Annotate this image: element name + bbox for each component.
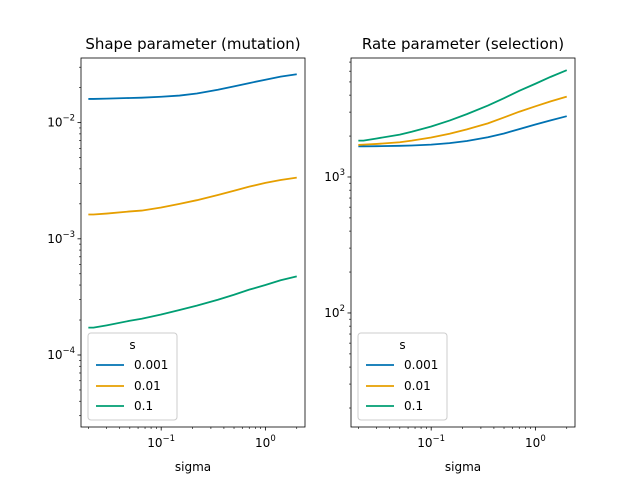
series-layer — [88, 73, 297, 329]
legend: s 0.001 0.01 0.1 — [87, 332, 178, 421]
legend-label-2: 0.1 — [404, 399, 423, 413]
chart-title: Shape parameter (mutation) — [85, 35, 300, 53]
x-tick-label: 100 — [525, 434, 546, 450]
y-tick-base: 10 — [47, 348, 62, 362]
x-tick-exponent: −1 — [433, 434, 446, 444]
y-tick-exponent: 3 — [340, 168, 345, 178]
legend-label-0: 0.001 — [404, 358, 438, 372]
y-tick-exponent: −4 — [62, 346, 75, 356]
legend-entry-1: 0.01 — [366, 379, 431, 393]
x-axis-label: sigma — [175, 460, 211, 474]
legend-label-0: 0.001 — [134, 358, 168, 372]
legend-entry-1: 0.01 — [96, 379, 161, 393]
x-tick-label: 10−1 — [417, 434, 445, 450]
y-tick-label: 102 — [324, 304, 345, 320]
legend-entry-2: 0.1 — [366, 399, 423, 413]
x-tick-exponent: 0 — [540, 434, 545, 444]
x-tick-base: 10 — [147, 436, 162, 450]
legend-label-2: 0.1 — [134, 399, 153, 413]
series-line-0 — [358, 115, 567, 148]
panel-shape-parameter: Shape parameter (mutation) sigma 10−1 100… — [47, 35, 306, 474]
y-tick-label: 10−2 — [47, 114, 75, 130]
series-line-1 — [88, 176, 297, 216]
plot-frame — [350, 57, 576, 428]
x-tick-label: 10−1 — [147, 434, 175, 450]
legend-entry-0: 0.001 — [96, 358, 168, 372]
legend-box — [87, 332, 178, 421]
legend-entry-2: 0.1 — [96, 399, 153, 413]
y-tick-label: 10−4 — [47, 346, 75, 362]
y-tick-exponent: 2 — [340, 304, 345, 314]
x-tick-base: 10 — [525, 436, 540, 450]
y-tick-base: 10 — [47, 116, 62, 130]
series-line-2 — [358, 69, 568, 142]
x-tick-base: 10 — [417, 436, 432, 450]
x-tick-exponent: 0 — [270, 434, 275, 444]
x-axis-label: sigma — [445, 460, 481, 474]
x-tick-exponent: −1 — [163, 434, 176, 444]
legend-title: s — [399, 338, 405, 352]
series-line-1 — [358, 95, 568, 146]
legend: s 0.001 0.01 0.1 — [357, 332, 448, 421]
legend-entry-0: 0.001 — [366, 358, 438, 372]
series-line-2 — [88, 275, 297, 329]
panel-rate-parameter: Rate parameter (selection) sigma 10−1 100… — [324, 35, 576, 474]
x-tick-label: 100 — [255, 434, 276, 450]
y-tick-base: 10 — [324, 170, 339, 184]
chart-title: Rate parameter (selection) — [362, 35, 564, 53]
series-line-0 — [88, 73, 297, 100]
legend-box — [357, 332, 448, 421]
y-tick-exponent: −2 — [62, 114, 75, 124]
legend-title: s — [129, 338, 135, 352]
y-tick-label: 10−3 — [47, 230, 75, 246]
y-tick-exponent: −3 — [62, 230, 75, 240]
y-tick-label: 103 — [324, 168, 345, 184]
series-layer — [358, 69, 568, 148]
x-tick-base: 10 — [255, 436, 270, 450]
legend-label-1: 0.01 — [404, 379, 431, 393]
legend-label-1: 0.01 — [134, 379, 161, 393]
y-tick-base: 10 — [47, 232, 62, 246]
y-tick-base: 10 — [324, 306, 339, 320]
plot-frame — [80, 57, 306, 428]
